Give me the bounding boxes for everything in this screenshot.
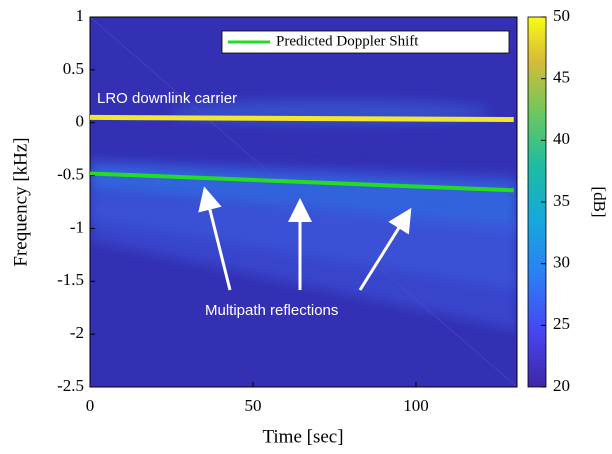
- colorbar-tick-label: 25: [553, 314, 570, 333]
- colorbar-tick-label: 50: [553, 6, 570, 25]
- annotation: Multipath reflections: [205, 302, 338, 319]
- colorbar-label: [dB]: [590, 186, 609, 217]
- colorbar-tick-label: 40: [553, 129, 570, 148]
- annotation: LRO downlink carrier: [97, 90, 237, 107]
- arrow: [198, 186, 232, 291]
- series-line: [89, 171, 514, 193]
- legend-label: Predicted Doppler Shift: [276, 33, 419, 49]
- x-tick-label: 0: [86, 396, 95, 415]
- colorbar-tick-label: 30: [553, 253, 570, 272]
- y-tick-label: -1.5: [57, 270, 84, 289]
- y-tick-label: 0.5: [63, 59, 84, 78]
- x-tick-label: 50: [244, 396, 261, 415]
- y-tick-label: 1: [76, 6, 85, 25]
- carrier-line: [89, 114, 514, 123]
- x-axis-label: Time [sec]: [262, 426, 343, 447]
- x-tick-label: 100: [403, 396, 429, 415]
- y-tick-label: -2.5: [57, 376, 84, 395]
- y-axis-label: Frequency [kHz]: [10, 137, 31, 266]
- y-tick-label: -1: [70, 217, 84, 236]
- arrow: [358, 207, 412, 291]
- legend: [221, 30, 510, 54]
- colorbar-tick-label: 20: [553, 376, 570, 395]
- spectrogram-image: [90, 17, 517, 387]
- y-tick-label: 0: [76, 112, 85, 131]
- y-tick-label: -2: [70, 323, 84, 342]
- colorbar-tick-label: 35: [553, 191, 570, 210]
- colorbar-tick-label: 45: [553, 68, 570, 87]
- y-tick-label: -0.5: [57, 164, 84, 183]
- plot-frame: [89, 16, 518, 388]
